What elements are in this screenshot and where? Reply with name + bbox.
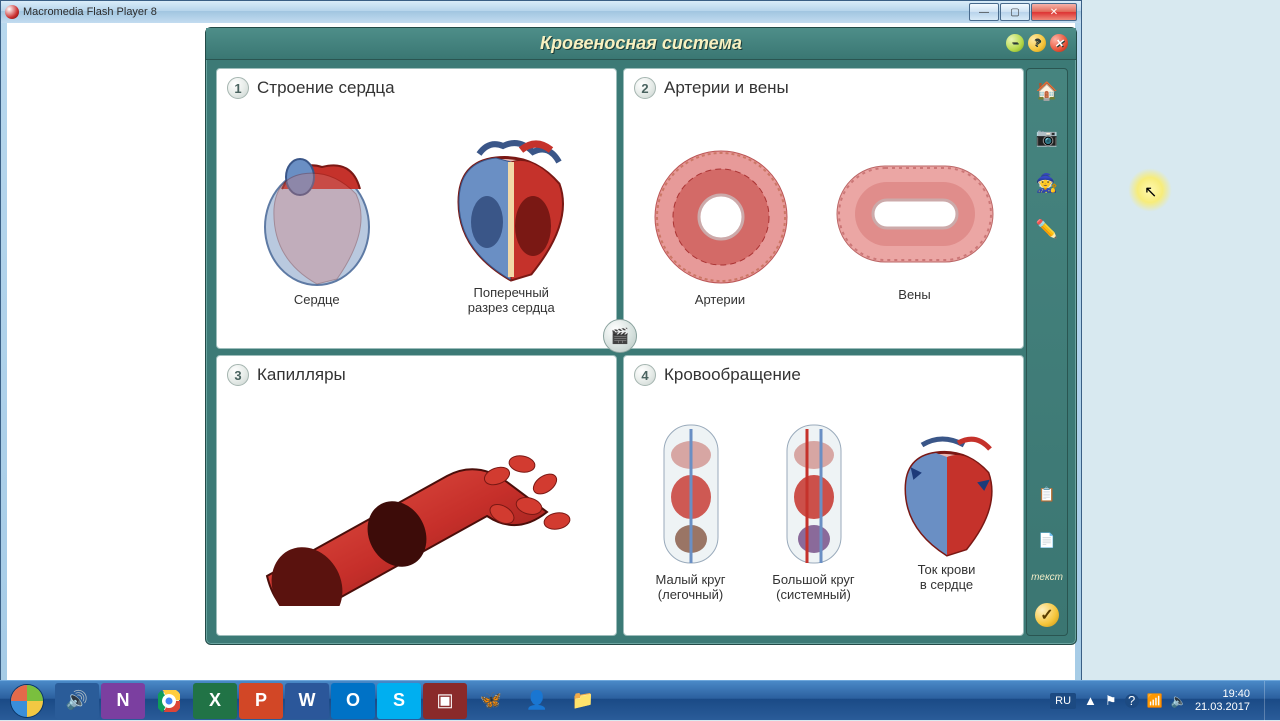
taskbar-apps: 🔊 N X P W O S ▣ 🦋 👤 📁	[54, 681, 606, 720]
cursor-highlight	[1128, 168, 1172, 212]
panel-capillaries[interactable]: 3 Капилляры	[216, 355, 617, 636]
systemic-circ-illustration	[769, 419, 859, 569]
panel-title: Артерии и вены	[664, 78, 789, 98]
pencil-icon[interactable]: ✏️	[1033, 215, 1061, 243]
language-indicator[interactable]: RU	[1050, 693, 1076, 709]
artery-cross-illustration	[643, 139, 798, 289]
help-tray-icon[interactable]: ?	[1125, 694, 1139, 708]
vol-icon[interactable]: 🔈	[1171, 693, 1187, 709]
item-artery: Артерии	[643, 139, 798, 308]
capillary-illustration	[247, 416, 587, 606]
maximize-button[interactable]: ▢	[1000, 3, 1030, 21]
net-icon[interactable]: 📶	[1147, 693, 1163, 709]
flash-min-button[interactable]: –	[1006, 34, 1024, 52]
panel-number: 3	[227, 364, 249, 386]
window-title: Macromedia Flash Player 8	[23, 6, 157, 18]
clock[interactable]: 19:40 21.03.2017	[1195, 688, 1250, 712]
flash-title: Кровеносная система	[540, 33, 742, 54]
folder-icon[interactable]: 📁	[561, 683, 605, 719]
show-desktop-button[interactable]	[1264, 681, 1274, 721]
action-icon[interactable]: ⚑	[1105, 693, 1117, 709]
flash-header: Кровеносная система – ? ✕	[206, 28, 1076, 60]
heart-cross-section-illustration	[441, 132, 581, 282]
cursor-icon: ↖	[1144, 182, 1157, 202]
caption: Ток крови в сердце	[918, 563, 976, 593]
close-button[interactable]: ✕	[1031, 3, 1077, 21]
caption: Большой круг (системный)	[772, 573, 854, 603]
panel-circulation[interactable]: 4 Кровообращение Малый к	[623, 355, 1024, 636]
panel-number: 2	[634, 77, 656, 99]
butterfly-icon[interactable]: 🦋	[469, 683, 513, 719]
time-label: 19:40	[1195, 688, 1250, 700]
person-icon[interactable]: 👤	[515, 683, 559, 719]
system-tray: RU ▲ ⚑ ? 📶 🔈 19:40 21.03.2017	[1050, 681, 1280, 721]
panel-heart-structure[interactable]: 1 Строение сердца Сердце	[216, 68, 617, 349]
flash-content: Кровеносная система – ? ✕ 1 Строение сер…	[205, 27, 1077, 645]
heart-exterior-illustration	[252, 139, 382, 289]
powerpoint-icon[interactable]: P	[239, 683, 283, 719]
heart-flow-illustration	[892, 429, 1002, 559]
confirm-button[interactable]: ✓	[1035, 603, 1059, 627]
caption: Сердце	[294, 293, 340, 308]
item-vein: Вены	[825, 144, 1005, 303]
caption: Поперечный разрез сердца	[468, 286, 555, 316]
date-label: 21.03.2017	[1195, 701, 1250, 713]
flash-close-button[interactable]: ✕	[1050, 34, 1068, 52]
panel-number: 4	[634, 364, 656, 386]
caption: Вены	[898, 288, 930, 303]
camera-icon[interactable]: 📷	[1033, 123, 1061, 151]
taskbar: 🔊 N X P W O S ▣ 🦋 👤 📁 RU ▲ ⚑ ? 📶 🔈 19:40…	[0, 680, 1280, 720]
center-clapper-icon[interactable]: 🎬	[603, 319, 637, 353]
caption: Артерии	[695, 293, 745, 308]
app-window: Macromedia Flash Player 8 — ▢ ✕ Кровенос…	[0, 0, 1082, 720]
panel-title: Капилляры	[257, 365, 346, 385]
panel-title: Строение сердца	[257, 78, 395, 98]
item-systemic: Большой круг (системный)	[769, 419, 859, 603]
item-heart-cross: Поперечный разрез сердца	[441, 132, 581, 316]
client-area: Кровеносная система – ? ✕ 1 Строение сер…	[7, 23, 1075, 713]
character-icon[interactable]: 🧙	[1033, 169, 1061, 197]
flag-icon[interactable]: ▲	[1084, 693, 1097, 708]
skype-icon[interactable]: S	[377, 683, 421, 719]
home-icon[interactable]: 🏠	[1033, 77, 1061, 105]
titlebar[interactable]: Macromedia Flash Player 8 — ▢ ✕	[1, 1, 1081, 23]
list-icon[interactable]: 📋	[1033, 480, 1061, 508]
flash-sidebar: 🏠 📷 🧙 ✏️ 📋 📄 текст ✓	[1026, 68, 1068, 636]
page-icon[interactable]: 📄	[1033, 526, 1061, 554]
sidebar-text-label: текст	[1031, 572, 1063, 583]
item-heart: Сердце	[252, 139, 382, 308]
speaker-icon[interactable]: 🔊	[55, 683, 99, 719]
vein-cross-illustration	[825, 144, 1005, 284]
item-pulmonary: Малый круг (легочный)	[646, 419, 736, 603]
flash-app-icon	[5, 5, 19, 19]
windows-logo-icon	[10, 684, 44, 718]
word-icon[interactable]: W	[285, 683, 329, 719]
outlook-icon[interactable]: O	[331, 683, 375, 719]
panel-title: Кровообращение	[664, 365, 801, 385]
panel-number: 1	[227, 77, 249, 99]
pulmonary-circ-illustration	[646, 419, 736, 569]
item-heart-flow: Ток крови в сердце	[892, 429, 1002, 593]
caption: Малый круг (легочный)	[655, 573, 725, 603]
flash-help-button[interactable]: ?	[1028, 34, 1046, 52]
minimize-button[interactable]: —	[969, 3, 999, 21]
start-button[interactable]	[0, 681, 54, 721]
chrome-icon[interactable]	[147, 683, 191, 719]
app1-icon[interactable]: ▣	[423, 683, 467, 719]
panel-arteries-veins[interactable]: 2 Артерии и вены Артерии	[623, 68, 1024, 349]
excel-icon[interactable]: X	[193, 683, 237, 719]
onenote-icon[interactable]: N	[101, 683, 145, 719]
